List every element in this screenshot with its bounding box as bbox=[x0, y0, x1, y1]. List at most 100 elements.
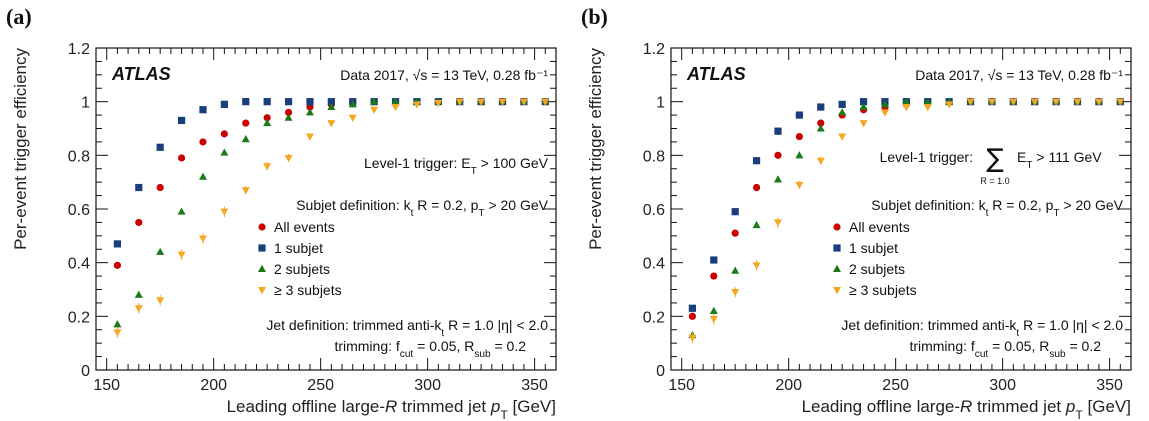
data-point bbox=[752, 183, 761, 192]
data-point bbox=[709, 316, 718, 324]
data-point bbox=[731, 208, 739, 216]
experiment-label: ATLAS bbox=[686, 64, 746, 84]
data-point bbox=[987, 98, 996, 106]
legend-marker bbox=[258, 244, 266, 252]
x-tick-label: 350 bbox=[1096, 377, 1123, 394]
data-point bbox=[220, 208, 229, 216]
data-point bbox=[198, 172, 207, 180]
data-point bbox=[177, 116, 186, 125]
y-tick-label: 0.4 bbox=[68, 256, 90, 273]
data-point bbox=[327, 120, 336, 128]
data-point bbox=[284, 113, 293, 121]
data-point bbox=[199, 138, 207, 146]
data-point bbox=[198, 235, 207, 243]
y-tick-label: 0.8 bbox=[68, 148, 90, 165]
y-tick-label: 0.2 bbox=[68, 309, 90, 326]
data-point bbox=[519, 98, 528, 106]
data-point bbox=[773, 175, 782, 183]
legend-marker bbox=[258, 287, 266, 295]
data-point bbox=[880, 109, 889, 117]
sum-subscript: R = 1.0 bbox=[980, 176, 1009, 186]
legend-marker bbox=[258, 264, 266, 272]
x-tick-label: 250 bbox=[307, 377, 334, 394]
y-tick-label: 0.4 bbox=[643, 256, 665, 273]
panel-label: (b) bbox=[581, 4, 608, 29]
y-tick-label: 1.2 bbox=[643, 41, 665, 58]
legend-label: 1 subjet bbox=[274, 240, 323, 256]
legend-marker bbox=[833, 244, 841, 252]
data-point bbox=[263, 118, 272, 127]
data-point bbox=[242, 98, 250, 106]
legend-marker bbox=[833, 287, 841, 295]
data-point bbox=[817, 119, 825, 127]
chart-a: (a) 150 200 250 300 350 0 0.2 0.4 0.6 0.8 1 1.2 Leadi… bbox=[6, 4, 557, 421]
data-point bbox=[1030, 98, 1039, 106]
data-point bbox=[177, 207, 186, 215]
data-point bbox=[284, 155, 293, 163]
y-tick-label: 0 bbox=[656, 363, 665, 380]
data-point bbox=[752, 262, 761, 270]
data-point bbox=[134, 305, 143, 313]
legend-label: ≥ 3 subjets bbox=[849, 282, 917, 298]
jet-definition: Jet definition: trimmed anti-kt R = 1.0 … bbox=[266, 317, 548, 339]
data-point bbox=[156, 297, 165, 305]
data-point bbox=[113, 320, 122, 328]
y-tick-label: 1.2 bbox=[68, 41, 90, 58]
data-point bbox=[774, 127, 782, 135]
x-tick-label: 300 bbox=[989, 377, 1016, 394]
data-point bbox=[113, 261, 121, 269]
x-axis-title: Leading offline large-R trimmed jet pT [… bbox=[227, 397, 556, 421]
data-point bbox=[816, 124, 825, 132]
data-point bbox=[305, 108, 314, 116]
data-point bbox=[477, 98, 486, 106]
legend-label: 2 subjets bbox=[274, 261, 330, 277]
data-point bbox=[838, 100, 846, 108]
x-tick-label: 300 bbox=[414, 377, 441, 394]
data-point bbox=[113, 329, 122, 337]
data-point bbox=[859, 102, 868, 111]
data-point bbox=[859, 98, 868, 106]
data-point bbox=[177, 251, 186, 259]
trimming-definition: trimming: fcut = 0.05, Rsub = 0.2 bbox=[334, 338, 526, 360]
x-axis-title: Leading offline large-R trimmed jet pT [… bbox=[802, 397, 1131, 421]
data-point bbox=[370, 97, 379, 105]
legend-marker bbox=[833, 264, 841, 272]
data-point bbox=[1052, 98, 1061, 106]
data-point bbox=[795, 151, 804, 159]
panel-label: (a) bbox=[6, 4, 32, 29]
y-tick-label: 0 bbox=[81, 363, 90, 380]
data-point bbox=[752, 220, 761, 229]
data-point bbox=[859, 120, 868, 128]
legend-label: 1 subjet bbox=[849, 240, 898, 256]
x-tick-label: 200 bbox=[775, 377, 802, 394]
data-point bbox=[710, 272, 718, 280]
data-point bbox=[1094, 98, 1103, 106]
subjet-definition: Subjet definition: kt R = 0.2, pT > 20 G… bbox=[296, 197, 548, 219]
data-point bbox=[135, 218, 143, 227]
data-point bbox=[156, 143, 164, 151]
jet-definition: Jet definition: trimmed anti-kt R = 1.0 … bbox=[841, 317, 1123, 339]
data-point bbox=[156, 183, 164, 192]
trigger-label: Level-1 trigger: bbox=[880, 149, 973, 165]
data-point bbox=[327, 98, 335, 106]
data-point bbox=[817, 103, 825, 111]
data-point bbox=[838, 108, 847, 116]
y-tick-label: 1 bbox=[656, 95, 665, 112]
data-point bbox=[305, 133, 314, 141]
x-tick-label: 250 bbox=[882, 377, 909, 394]
data-point bbox=[177, 154, 186, 162]
data-point bbox=[370, 106, 379, 114]
data-point bbox=[412, 101, 421, 109]
data-point bbox=[902, 97, 911, 105]
data-point bbox=[541, 98, 550, 106]
data-point bbox=[795, 132, 803, 141]
data-point bbox=[220, 148, 229, 156]
data-point bbox=[731, 289, 740, 297]
y-tick-label: 0.6 bbox=[68, 202, 90, 219]
data-point bbox=[241, 187, 250, 195]
data-point bbox=[391, 97, 400, 105]
legend-label: All events bbox=[274, 219, 335, 235]
data-point bbox=[135, 183, 143, 192]
x-tick-label: 150 bbox=[93, 377, 120, 394]
data-point bbox=[709, 306, 718, 314]
